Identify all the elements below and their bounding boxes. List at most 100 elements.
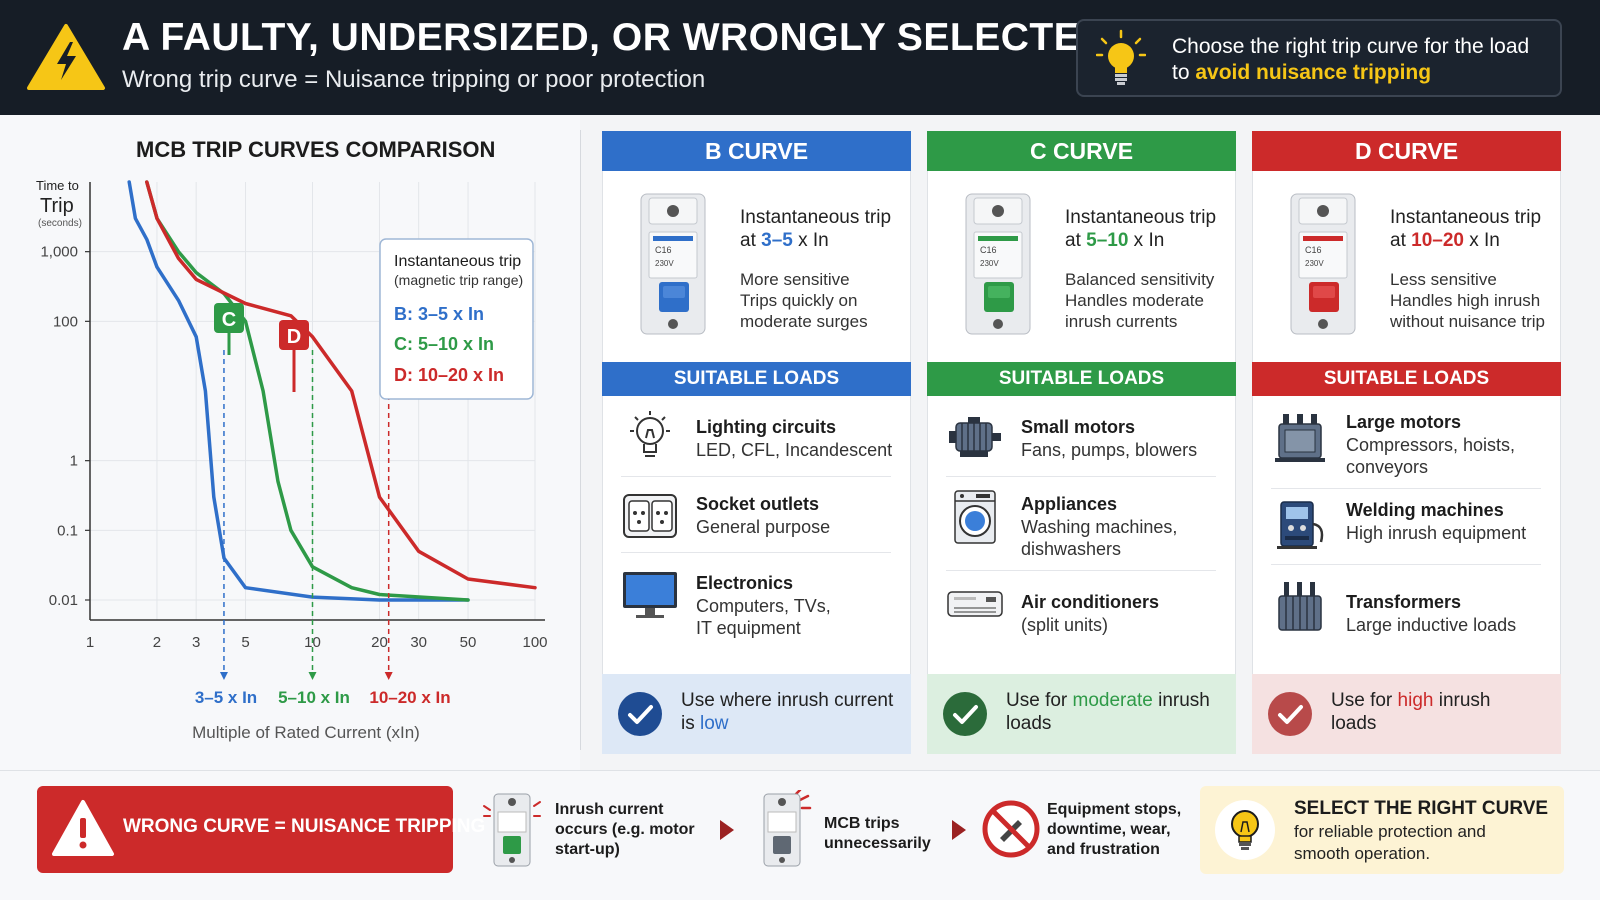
c-load-3-title: Air conditioners	[1021, 592, 1160, 612]
tip-line-1: Choose the right trip curve for the load	[1172, 35, 1530, 58]
x-tick-label: 30	[410, 634, 427, 651]
legend-c: C: 5–10 x In	[394, 334, 494, 354]
lightbulb-icon	[630, 411, 670, 457]
stop-equipment-icon	[982, 800, 1040, 858]
legend-title: Instantaneous trip	[394, 253, 521, 270]
separator	[946, 476, 1216, 477]
check-icon	[1268, 692, 1312, 736]
warning-icon	[52, 800, 114, 856]
y-axis-label-3: (seconds)	[38, 218, 82, 229]
arrow-right-icon	[720, 820, 734, 840]
d-load-1-title: Large motors	[1346, 412, 1462, 432]
d-load-1-sub-2: conveyors	[1346, 457, 1429, 477]
d-curve-column: D CURVE C16 230V Instantaneous trip at 1…	[1252, 131, 1561, 754]
panel-divider	[580, 130, 581, 750]
step-1-line-3: start-up)	[555, 841, 620, 858]
separator	[621, 552, 891, 553]
separator	[621, 476, 891, 477]
step-1-line-2: occurs (e.g. motor	[555, 821, 695, 838]
marker-arrow-b	[219, 672, 228, 680]
svg-text:230V: 230V	[1305, 259, 1324, 268]
b-trip-line-1: Instantaneous trip	[740, 207, 892, 228]
large-motor-icon	[1275, 414, 1325, 462]
computer-monitor-icon	[623, 572, 677, 618]
c-trip-line-2: at 5–10 x In	[1065, 230, 1165, 251]
d-usage-line-1: Use for high inrush	[1331, 690, 1491, 711]
mcb-breaker-icon: C16 230V	[1290, 193, 1356, 335]
chart-title: MCB TRIP CURVES COMPARISON	[136, 137, 496, 162]
check-icon	[943, 692, 987, 736]
separator	[1271, 564, 1541, 565]
y-tick-label: 1	[70, 453, 78, 470]
d-curve-header: D CURVE	[1252, 131, 1561, 171]
transformer-icon	[1278, 582, 1322, 631]
y-tick-label: 100	[53, 313, 78, 330]
b-load-3-sub-1: Computers, TVs,	[696, 596, 831, 616]
tip-highlight: avoid nuisance tripping	[1195, 61, 1432, 84]
svg-text:C: C	[222, 309, 236, 331]
d-desc-3: without nuisance trip	[1390, 312, 1545, 331]
x-axis-label: Multiple of Rated Current (xIn)	[192, 723, 420, 742]
legend-b: B: 3–5 x In	[394, 304, 484, 324]
b-load-1-title: Lighting circuits	[696, 417, 837, 437]
marker-arrow-d	[384, 672, 393, 680]
page-title: A FAULTY, UNDERSIZED, OR WRONGLY SELECTE…	[122, 16, 1211, 59]
tip-line-2: to avoid nuisance tripping	[1172, 61, 1432, 84]
select-right-curve-box: SELECT THE RIGHT CURVE for reliable prot…	[1200, 786, 1564, 874]
b-desc-1: More sensitive	[740, 270, 850, 289]
header-bar: A FAULTY, UNDERSIZED, OR WRONGLY SELECTE…	[0, 0, 1600, 115]
y-axis-label-1: Time to	[36, 178, 79, 193]
step-1-line-1: Inrush current	[555, 801, 664, 818]
d-load-1-sub-1: Compressors, hoists,	[1346, 435, 1516, 455]
svg-text:C16: C16	[1305, 245, 1322, 255]
arrow-right-icon	[952, 820, 966, 840]
motor-icon	[949, 417, 1001, 457]
wrong-curve-banner: WRONG CURVE = NUISANCE TRIPPING	[37, 786, 485, 873]
range-c-label: 5–10 x In	[278, 688, 350, 707]
badge-d: D	[279, 320, 309, 392]
c-load-3-sub: (split units)	[1021, 615, 1109, 635]
air-conditioner-icon	[947, 591, 1003, 617]
range-b-label: 3–5 x In	[195, 688, 257, 707]
c-suitable-loads-header: SUITABLE LOADS	[927, 362, 1236, 396]
b-load-2-sub: General purpose	[696, 517, 831, 537]
separator	[1271, 488, 1541, 489]
d-load-3-title: Transformers	[1346, 592, 1462, 612]
badge-c: C	[214, 303, 244, 355]
b-desc-3: moderate surges	[740, 312, 868, 331]
c-desc-2: Handles moderate	[1065, 291, 1204, 310]
c-curve-column: C CURVE C16 230V Instantaneous trip at 5…	[927, 131, 1236, 754]
d-usage-box: Use for high inrush loads	[1252, 674, 1561, 754]
welding-machine-icon	[1277, 501, 1324, 549]
range-d-label: 10–20 x In	[369, 688, 450, 707]
lightbulb-icon	[1096, 29, 1146, 85]
select-line-2: smooth operation.	[1294, 844, 1431, 863]
mcb-tripped-icon	[763, 790, 812, 867]
check-icon	[618, 692, 662, 736]
mcb-breaker-icon: C16 230V	[965, 193, 1031, 335]
select-title: SELECT THE RIGHT CURVE	[1294, 798, 1549, 819]
b-curve-column: B CURVE C16 230V Instantaneous trip at 3…	[602, 131, 911, 754]
step-3-line-1: Equipment stops,	[1047, 801, 1182, 818]
b-usage-line-2: is low	[681, 713, 729, 734]
x-tick-label: 3	[192, 634, 200, 651]
d-desc-2: Handles high inrush	[1390, 291, 1541, 310]
b-load-2-title: Socket outlets	[696, 494, 820, 514]
d-trip-line-1: Instantaneous trip	[1390, 207, 1542, 228]
mcb-surge-icon	[483, 793, 541, 867]
c-trip-line-1: Instantaneous trip	[1065, 207, 1217, 228]
c-load-2-sub-2: dishwashers	[1021, 539, 1122, 559]
d-load-2-sub: High inrush equipment	[1346, 523, 1527, 543]
b-usage-line-1: Use where inrush current	[681, 690, 894, 711]
legend-d: D: 10–20 x In	[394, 365, 504, 385]
curve-c	[145, 180, 470, 602]
x-tick-label: 50	[460, 634, 477, 651]
y-tick-label: 0.01	[49, 592, 78, 609]
b-load-3-sub-2: IT equipment	[696, 618, 801, 638]
b-suitable-loads-header: SUITABLE LOADS	[602, 362, 911, 396]
x-tick-label: 5	[241, 634, 249, 651]
d-suitable-loads-header: SUITABLE LOADS	[1252, 362, 1561, 396]
c-curve-header: C CURVE	[927, 131, 1236, 171]
c-desc-1: Balanced sensitivity	[1065, 270, 1215, 289]
c-usage-box: Use for moderate inrush loads	[927, 674, 1236, 754]
